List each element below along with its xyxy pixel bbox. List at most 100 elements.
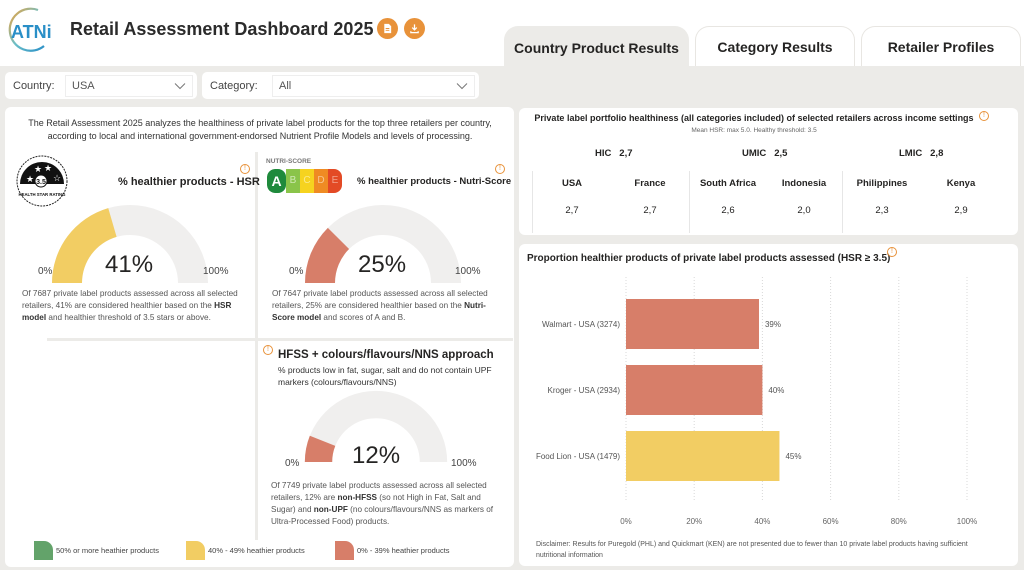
nutriscore-gauge bbox=[305, 205, 461, 283]
gauge-min-label: 0% bbox=[285, 458, 300, 469]
nutriscore-badge: A B C D E bbox=[267, 169, 342, 193]
income-group-hic: HIC 2,7 bbox=[595, 148, 633, 159]
gauge-fill bbox=[304, 435, 336, 462]
document-button[interactable] bbox=[377, 18, 398, 39]
nutriscore-kpi-title: % healthier products - Nutri-Score bbox=[357, 176, 512, 187]
category-label: Walmart - USA (3274) bbox=[542, 320, 620, 329]
gauge-fill bbox=[52, 208, 117, 283]
nutriscore-letter: C bbox=[300, 169, 314, 193]
country-filter: Country: USA bbox=[5, 72, 197, 99]
info-icon[interactable]: ! bbox=[979, 111, 989, 121]
info-icon[interactable]: ! bbox=[263, 345, 273, 355]
chart-title: Proportion healthier products of private… bbox=[527, 253, 891, 264]
income-group-lmic: LMIC 2,8 bbox=[899, 148, 944, 159]
star-icon: ☆ bbox=[53, 173, 61, 183]
gauge-track bbox=[305, 205, 461, 283]
star-icon: ★ bbox=[26, 174, 34, 184]
chevron-down-icon bbox=[456, 82, 468, 89]
download-button[interactable] bbox=[404, 18, 425, 39]
tab-category-results[interactable]: Category Results bbox=[695, 26, 855, 66]
hfss-kpi-subtitle: % products low in fat, sugar, salt and d… bbox=[278, 365, 492, 387]
legend-item: 50% or more heathier products bbox=[34, 541, 159, 560]
logo-text: ATNi bbox=[11, 22, 52, 42]
hsr-gauge-value: 41% bbox=[105, 251, 154, 278]
category-label: Food Lion - USA (1479) bbox=[536, 452, 620, 461]
legend-item: 0% - 39% heathier products bbox=[335, 541, 450, 560]
income-group-umic: UMIC 2,5 bbox=[742, 148, 788, 159]
nutriscore-letter: E bbox=[328, 169, 342, 193]
legend-item: 40% - 49% heathier products bbox=[186, 541, 305, 560]
app-title: Retail Assessment Dashboard 2025 bbox=[70, 19, 374, 39]
column-divider bbox=[532, 171, 533, 233]
nutriscore-badge-title: NUTRI-SCORE bbox=[266, 158, 312, 165]
hsr-kpi-title: % healthier products - HSR bbox=[118, 176, 260, 188]
gauge-track bbox=[304, 390, 448, 462]
nutriscore-kpi-description: Of 7647 private label products assessed … bbox=[272, 289, 488, 322]
category-filter-label: Category: bbox=[210, 79, 258, 92]
country-select[interactable]: USA bbox=[65, 74, 193, 97]
x-tick-label: 100% bbox=[957, 517, 977, 526]
gauge-min-label: 0% bbox=[38, 266, 53, 277]
x-tick-label: 40% bbox=[754, 517, 770, 526]
category-filter: Category: All bbox=[202, 72, 479, 99]
country-cell: France 2,7 bbox=[634, 178, 666, 216]
x-tick-label: 0% bbox=[620, 517, 632, 526]
info-icon[interactable]: ! bbox=[887, 247, 897, 257]
download-icon bbox=[410, 24, 419, 34]
bar[interactable] bbox=[626, 431, 780, 481]
kpi-divider bbox=[255, 152, 258, 340]
column-divider bbox=[689, 171, 690, 233]
legend-swatch bbox=[186, 541, 205, 560]
atni-logo: ATNi bbox=[8, 7, 52, 52]
hsr-badge-value: 3.5 bbox=[36, 179, 46, 186]
x-tick-label: 60% bbox=[823, 517, 839, 526]
hsr-gauge bbox=[52, 205, 208, 283]
bar[interactable] bbox=[626, 365, 763, 415]
chevron-down-icon bbox=[174, 82, 186, 89]
tab-retailer-profiles[interactable]: Retailer Profiles bbox=[861, 26, 1021, 66]
legend-label: 0% - 39% heathier products bbox=[357, 546, 450, 555]
healthier-proportion-chart-card: Proportion healthier products of private… bbox=[519, 244, 1018, 566]
portfolio-healthiness-card: Private label portfolio healthiness (all… bbox=[519, 108, 1018, 235]
hfss-kpi-title: HFSS + colours/flavours/NNS approach bbox=[278, 349, 494, 361]
gauge-max-label: 100% bbox=[203, 266, 229, 277]
bar-value-label: 39% bbox=[765, 320, 781, 329]
kpi-card: The Retail Assessment 2025 analyzes the … bbox=[5, 107, 514, 567]
hfss-gauge-value: 12% bbox=[352, 442, 401, 469]
hfss-kpi-description: Of 7749 private label products assessed … bbox=[271, 481, 494, 526]
x-tick-label: 80% bbox=[891, 517, 907, 526]
country-filter-label: Country: bbox=[13, 79, 55, 92]
category-select[interactable]: All bbox=[272, 74, 475, 97]
country-cell: Kenya 2,9 bbox=[946, 178, 976, 216]
nutriscore-letter: D bbox=[314, 169, 328, 193]
tab-country-product-results[interactable]: Country Product Results bbox=[504, 26, 689, 68]
bar[interactable] bbox=[626, 299, 759, 349]
hsr-badge-text: HEALTH STAR RATING bbox=[18, 192, 66, 197]
country-select-value: USA bbox=[72, 79, 95, 92]
info-icon[interactable]: ! bbox=[495, 164, 505, 174]
country-cell: Indonesia 2,0 bbox=[781, 178, 827, 216]
gauge-fill bbox=[305, 227, 350, 283]
star-icon: ★ bbox=[44, 163, 52, 173]
country-cell: Philippines 2,3 bbox=[856, 178, 908, 216]
kpi-divider bbox=[47, 338, 513, 341]
document-icon bbox=[384, 23, 392, 34]
column-divider bbox=[842, 171, 843, 233]
legend-label: 50% or more heathier products bbox=[56, 546, 159, 555]
gauge-max-label: 100% bbox=[451, 458, 477, 469]
hsr-kpi-description: Of 7687 private label products assessed … bbox=[22, 289, 238, 322]
legend-swatch bbox=[335, 541, 354, 560]
legend-label: 40% - 49% heathier products bbox=[208, 546, 305, 555]
bar-chart: 39% 40% 45% 0% 20% 40% 60% 80% 100% Walmart - U… bbox=[536, 277, 977, 526]
gauge-max-label: 100% bbox=[455, 266, 481, 277]
bar-value-label: 45% bbox=[785, 452, 801, 461]
chart-disclaimer: Disclaimer: Results for Puregold (PHL) a… bbox=[536, 541, 968, 559]
hfss-gauge bbox=[304, 390, 448, 462]
portfolio-title: Private label portfolio healthiness (all… bbox=[534, 113, 974, 123]
star-icon: ★ bbox=[34, 164, 42, 174]
country-cell: USA 2,7 bbox=[561, 178, 583, 216]
kpi-divider bbox=[255, 340, 258, 540]
info-icon[interactable]: ! bbox=[240, 164, 250, 174]
country-cell: South Africa 2,6 bbox=[699, 178, 757, 216]
